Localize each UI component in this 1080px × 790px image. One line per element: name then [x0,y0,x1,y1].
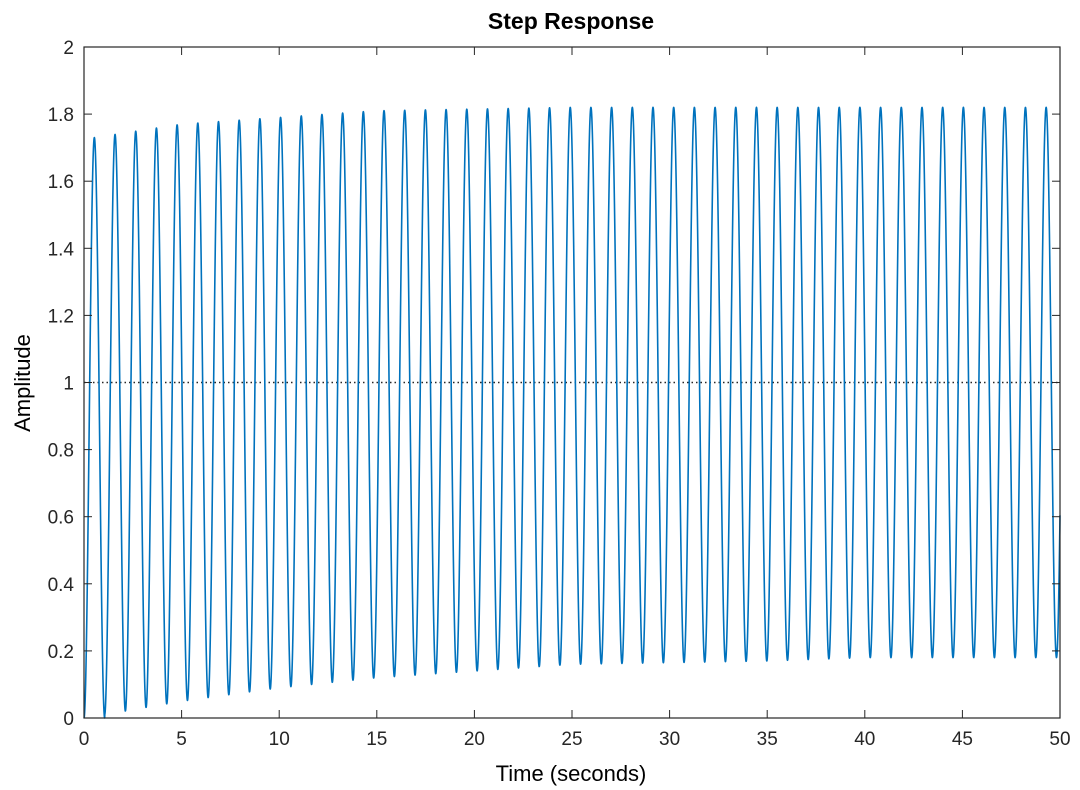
x-axis-label: Time (seconds) [496,761,647,786]
y-tick-label: 0.4 [48,575,75,596]
y-tick-label: 1 [63,374,74,395]
x-tick-label: 45 [952,729,973,750]
y-tick-label: 0.8 [48,441,74,462]
y-tick-label: 0.6 [48,508,74,529]
x-tick-label: 35 [757,729,778,750]
series-line [83,106,1061,719]
chart-title: Step Response [488,8,654,34]
x-tick-label: 40 [854,729,875,750]
y-tick-label: 1.4 [48,239,75,260]
y-tick-label: 0 [63,709,74,730]
y-tick-label: 2 [63,38,74,59]
x-tick-label: 30 [659,729,680,750]
tick-layer: 0 5 10 15 20 25 30 35 40 45 50 0 0.2 0.4 0.6 0.8 1 1.2 1.4… [48,38,1071,750]
x-tick-label: 5 [176,729,187,750]
x-tick-label: 10 [269,729,290,750]
x-tick-label: 20 [464,729,485,750]
x-tick-label: 50 [1049,729,1070,750]
y-axis-label: Amplitude [10,334,35,432]
x-tick-label: 15 [366,729,387,750]
y-tick-label: 0.2 [48,642,74,663]
y-tick-label: 1.6 [48,172,74,193]
x-tick-label: 0 [79,729,90,750]
y-tick-label: 1.8 [48,105,74,126]
y-tick-label: 1.2 [48,306,74,327]
series-layer [83,106,1061,719]
x-tick-label: 25 [561,729,582,750]
